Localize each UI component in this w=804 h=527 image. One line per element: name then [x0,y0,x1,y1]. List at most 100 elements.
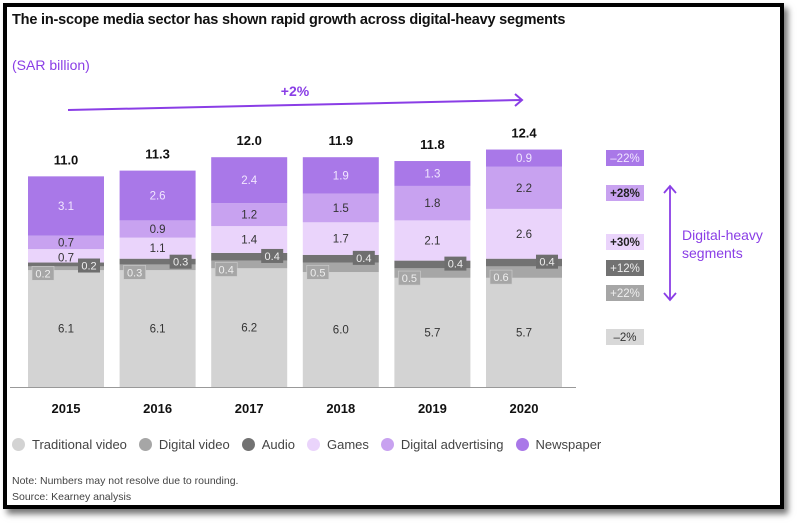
bar-value-label: 6.0 [333,325,349,337]
bar-value-label: 1.1 [150,243,166,255]
value-tag-bg [536,254,558,269]
x-tick-label: 2020 [510,401,539,416]
bar-value-label: 0.4 [448,259,463,271]
bar-total-label: 12.0 [237,133,262,148]
bar-value-label: 3.1 [58,201,74,213]
bar-segment-digital-video-2018 [302,262,379,273]
cagr-tag-digital-video: +22% [610,288,640,300]
bar-segment-digital-video-2015 [28,266,104,271]
cagr-tag-bg [606,234,644,250]
bar-segment-digital-video-2019 [394,268,471,278]
bar-segment-traditional-video-2015 [28,270,104,387]
cagr-tag-bg [606,260,644,276]
value-tag-bg [78,258,100,273]
bar-segment-audio-2020 [486,258,562,267]
bar-segment-digital-advertising-2016 [119,220,196,238]
bar-segment-digital-video-2017 [211,260,288,269]
bar-value-label: 0.2 [35,268,50,280]
x-tick-label: 2015 [52,401,81,416]
bar-segment-audio-2016 [119,258,196,265]
legend-item: Digital video [138,437,230,452]
bar-total-label: 11.0 [54,152,79,167]
bar-segment-digital-video-2016 [119,264,196,271]
bar-value-label: 1.9 [333,170,349,182]
bar-segment-newspaper-2019 [394,161,471,186]
bar-value-label: 0.9 [150,224,166,236]
cagr-tag-traditional-video: –2% [613,332,636,344]
legend-label: Traditional video [32,437,127,452]
arrow-down-icon [663,292,677,302]
legend: Traditional video Digital video Audio Games… [12,437,613,452]
legend-swatch-icon [12,438,25,451]
value-tag-bg [261,248,284,263]
value-tag-bg [489,269,513,285]
x-tick-label: 2016 [143,401,172,416]
x-tick-label: 2018 [326,401,355,416]
bar-value-label: 0.7 [58,237,74,249]
bar-segment-games-2020 [486,208,562,259]
bar-segment-games-2017 [211,226,288,253]
bar-value-label: 6.1 [58,324,74,336]
cagr-tag-bg [606,185,644,201]
legend-item: Games [306,437,369,452]
bar-segment-newspaper-2018 [302,157,379,194]
bar-value-label: 1.8 [424,198,440,210]
bar-segment-digital-advertising-2017 [211,203,288,227]
cagr-tag-newspaper: –22% [610,153,639,165]
bar-segment-games-2019 [394,220,471,261]
bar-segment-digital-advertising-2018 [302,193,379,223]
overall-cagr-label: +2% [281,83,310,99]
bar-value-label: 0.2 [81,261,96,273]
bar-segment-newspaper-2020 [486,149,562,167]
bar-segment-traditional-video-2019 [394,277,471,387]
value-tag-bg [444,256,467,271]
bar-segment-games-2016 [119,237,196,259]
legend-label: Audio [261,437,295,452]
value-tag-bg [31,265,55,281]
bar-value-label: 5.7 [424,327,440,339]
bar-total-label: 11.8 [420,137,445,152]
x-tick-label: 2019 [418,401,447,416]
cagr-arrow-line [67,99,523,111]
bar-value-label: 0.7 [58,253,74,265]
legend-swatch-icon [515,438,529,451]
unit-label: (SAR billion) [12,57,90,73]
cagr-tag-bg [606,329,644,345]
bar-segment-audio-2017 [211,252,288,261]
cagr-arrow-head-icon [514,93,524,107]
bar-value-label: 0.5 [402,273,417,285]
legend-label: Games [326,437,369,452]
cagr-tag-digital-advertising: +28% [610,188,640,200]
cagr-tag-games: +30% [610,237,640,249]
bar-value-label: 0.6 [493,272,508,284]
bar-segment-traditional-video-2020 [486,277,562,387]
value-tag-bg [123,265,146,280]
bar-segment-newspaper-2017 [211,157,288,204]
bar-segment-traditional-video-2018 [302,272,379,387]
bar-value-label: 6.1 [150,324,166,336]
bar-segment-games-2018 [302,222,379,255]
bar-segment-audio-2018 [302,254,379,263]
bar-value-label: 2.4 [241,175,258,187]
bar-total-label: 11.9 [329,133,354,148]
bar-value-label: 6.2 [241,323,257,335]
footnote: Note: Numbers may not resolve due to rou… [12,475,239,487]
bar-segment-digital-advertising-2019 [394,185,471,221]
cagr-tag-bg [606,150,644,166]
value-tag-bg [352,250,375,265]
legend-swatch-icon [138,438,152,451]
bar-segment-traditional-video-2016 [119,270,196,387]
arrow-up-icon [663,184,677,194]
bar-segment-traditional-video-2017 [211,268,288,387]
legend-label: Digital video [158,437,230,452]
bar-segment-audio-2019 [394,260,471,269]
legend-item: Digital advertising [380,437,504,452]
bar-segment-digital-video-2020 [486,266,562,278]
value-tag-bg [169,254,192,269]
legend-label: Digital advertising [400,437,504,452]
bar-value-label: 0.4 [219,264,234,276]
bar-value-label: 0.5 [310,267,325,279]
bar-value-label: 1.3 [424,168,440,180]
legend-swatch-icon [241,438,255,451]
